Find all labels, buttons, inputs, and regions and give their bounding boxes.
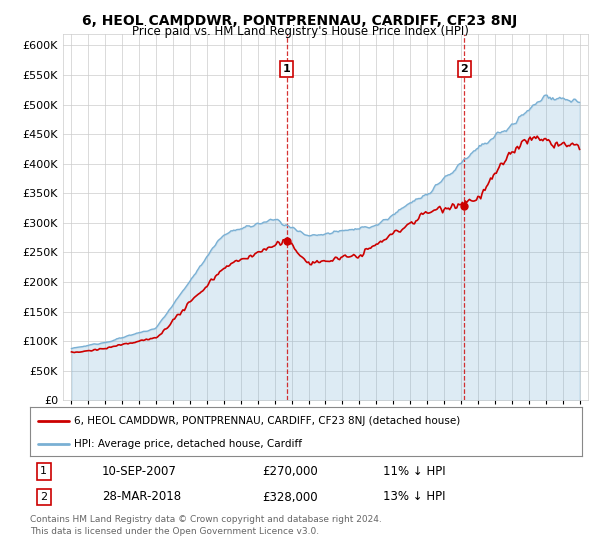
Text: 2: 2 (40, 492, 47, 502)
Text: Contains HM Land Registry data © Crown copyright and database right 2024.: Contains HM Land Registry data © Crown c… (30, 515, 382, 524)
Text: 13% ↓ HPI: 13% ↓ HPI (383, 491, 446, 503)
Point (460, 202, 469, 211)
Text: 10-SEP-2007: 10-SEP-2007 (102, 465, 176, 478)
Point (282, 236, 292, 245)
Text: £270,000: £270,000 (262, 465, 317, 478)
Text: HPI: Average price, detached house, Cardiff: HPI: Average price, detached house, Card… (74, 439, 302, 449)
Text: 2: 2 (460, 64, 468, 74)
Text: This data is licensed under the Open Government Licence v3.0.: This data is licensed under the Open Gov… (30, 527, 319, 536)
Text: 28-MAR-2018: 28-MAR-2018 (102, 491, 181, 503)
Text: 6, HEOL CAMDDWR, PONTPRENNAU, CARDIFF, CF23 8NJ (detached house): 6, HEOL CAMDDWR, PONTPRENNAU, CARDIFF, C… (74, 416, 460, 426)
Text: 1: 1 (283, 64, 290, 74)
Text: Price paid vs. HM Land Registry's House Price Index (HPI): Price paid vs. HM Land Registry's House … (131, 25, 469, 38)
Text: 1: 1 (40, 466, 47, 476)
Text: 11% ↓ HPI: 11% ↓ HPI (383, 465, 446, 478)
Text: 6, HEOL CAMDDWR, PONTPRENNAU, CARDIFF, CF23 8NJ: 6, HEOL CAMDDWR, PONTPRENNAU, CARDIFF, C… (82, 14, 518, 28)
Text: £328,000: £328,000 (262, 491, 317, 503)
